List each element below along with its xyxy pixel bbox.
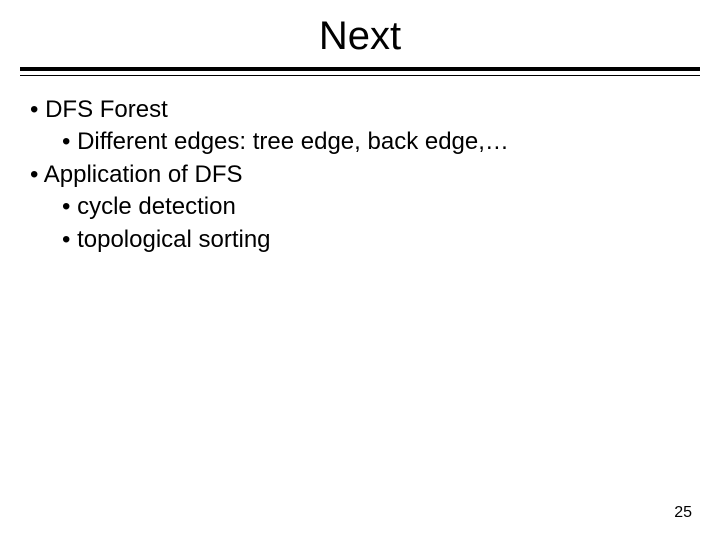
bullet-sublist: Different edges: tree edge, back edge,… (30, 126, 690, 158)
bullet-list: DFS Forest Different edges: tree edge, b… (30, 94, 690, 256)
list-item: topological sorting (62, 224, 690, 256)
bullet-text: cycle detection (77, 193, 236, 220)
list-item: Application of DFS cycle detection topol… (30, 159, 690, 256)
list-item: DFS Forest Different edges: tree edge, b… (30, 94, 690, 159)
slide: Next DFS Forest Different edges: tree ed… (0, 0, 720, 540)
bullet-text: Application of DFS (44, 161, 243, 188)
slide-content: DFS Forest Different edges: tree edge, b… (0, 76, 720, 256)
title-underline-thick (20, 67, 700, 71)
list-item: Different edges: tree edge, back edge,… (62, 126, 690, 158)
bullet-text: DFS Forest (45, 96, 168, 123)
page-number: 25 (674, 504, 692, 522)
bullet-text: topological sorting (77, 226, 270, 253)
bullet-text: Different edges: tree edge, back edge,… (77, 128, 509, 155)
slide-title: Next (0, 0, 720, 67)
list-item: cycle detection (62, 191, 690, 223)
bullet-sublist: cycle detection topological sorting (30, 191, 690, 256)
